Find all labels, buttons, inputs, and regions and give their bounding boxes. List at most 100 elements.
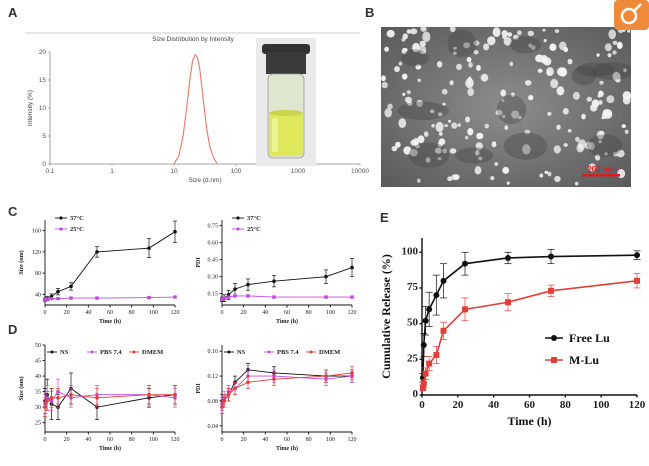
panel-paneldl-x-tick-label: 20: [64, 437, 70, 443]
tem-particle: [476, 64, 481, 71]
panel-panelcr-point: [272, 295, 276, 299]
tem-particle: [447, 176, 453, 182]
tem-dark-region: [397, 101, 449, 121]
panel-panele-x-tick-label: 20: [452, 399, 464, 411]
tem-particle: [577, 139, 587, 150]
panel-letter-c: C: [8, 204, 18, 219]
panel-a-x-label: Size (d.nm): [188, 177, 221, 184]
scale-bar-label: 200 nm: [587, 165, 615, 174]
panel-panelcr-x-tick-label: 80: [306, 310, 312, 316]
panel-a-x-tick-label: 10: [170, 168, 178, 175]
tem-particle: [475, 150, 480, 156]
tem-particle: [553, 145, 561, 154]
tem-particle: [494, 162, 499, 166]
tem-particle: [418, 45, 427, 55]
panel-panele-point: [505, 254, 511, 261]
panel-panelcl-point: [56, 289, 60, 294]
tem-particle: [436, 61, 443, 68]
panel-panelcr-legend-label: 37°C: [247, 215, 261, 222]
panel-panele-point: [634, 252, 640, 259]
panel-panelcl-point: [147, 246, 151, 250]
tem-particle: [412, 42, 420, 53]
panel-panelcr-y-tick-label: 0.60: [208, 241, 219, 247]
panel-panele-point: [548, 287, 554, 294]
tem-particle: [595, 154, 601, 161]
panel-panelcr-x-label: Time (h): [276, 318, 298, 325]
panel-panelcr-legend-label: 25°C: [247, 226, 261, 233]
panel-panele-x-tick-label: 120: [629, 399, 646, 411]
panel-panelcr-x-tick-label: 0: [221, 310, 224, 316]
tem-particle: [598, 100, 603, 105]
panel-paneldl-y-tick-label: 30: [35, 405, 41, 411]
tem-particle: [406, 29, 411, 34]
tem-particle: [624, 129, 629, 134]
panel-panelcr-x-tick-label: 20: [241, 310, 247, 316]
panel-panele-point: [420, 380, 427, 387]
panel-panele-y-tick-label: 100: [402, 245, 419, 257]
tem-particle: [444, 124, 448, 128]
tem-particle: [449, 80, 454, 86]
tem-particle: [608, 29, 616, 40]
tem-particle: [406, 90, 411, 95]
tem-particle: [612, 40, 618, 46]
tem-particle: [480, 73, 489, 82]
panel-panele-legend-label: M-Lu: [569, 353, 599, 367]
tem-particle: [604, 43, 612, 52]
panel-panelcl-x-label: Time (h): [99, 318, 121, 325]
panel-a-y-tick-label: 15: [39, 77, 47, 84]
panel-panelcr-y-tick-label: 0.75: [208, 224, 219, 230]
tem-particle: [509, 61, 514, 67]
tem-particle: [586, 96, 592, 102]
tem-particle: [490, 176, 495, 181]
tem-particle: [402, 73, 408, 80]
tem-dark-region: [587, 134, 623, 157]
panel-d-pdi-plot: 0 20 40 60 80 100 120 0.04 0.08 0.12 0.16 Time (h) P…: [196, 345, 357, 452]
panel-paneldl-point: [69, 392, 73, 397]
tem-particle: [487, 36, 496, 46]
tem-particle: [463, 42, 470, 49]
panel-paneldl-x-tick-label: 120: [171, 437, 180, 443]
panel-panelcr-x-tick-label: 40: [262, 310, 268, 316]
tem-particle: [398, 118, 407, 128]
panel-panele-point: [420, 342, 427, 349]
panel-panelcr-y-tick-label: 0.30: [208, 275, 219, 281]
tem-particle: [465, 135, 469, 140]
panel-paneldr-x-tick-label: 100: [326, 437, 335, 443]
tem-particle: [567, 58, 573, 65]
panel-panele-x-tick-label: 0: [419, 399, 425, 411]
panel-a-y-tick-label: 0: [42, 161, 46, 168]
panel-panelcl-x-tick-label: 60: [107, 310, 113, 316]
tem-particle: [409, 28, 418, 35]
panel-panelcl-point: [69, 296, 73, 300]
tem-particle: [581, 113, 586, 120]
panel-paneldr-x-tick-label: 40: [262, 437, 268, 443]
tem-particle: [429, 109, 435, 114]
panel-panelcr-point: [350, 295, 354, 299]
tem-dark-region: [503, 132, 548, 160]
panel-panelcl-point: [45, 297, 49, 301]
panel-panelcl-point: [147, 295, 151, 300]
panel-panele-x-tick-label: 80: [560, 399, 572, 411]
panel-letter-a: A: [8, 5, 18, 20]
panel-paneldr-legend-marker: [227, 350, 231, 354]
panel-panelcl-y-tick-label: 80: [35, 271, 41, 277]
tem-particle: [585, 141, 592, 150]
tem-particle: [384, 108, 393, 118]
panel-paneldl-x-label: Time (h): [99, 445, 121, 452]
tem-particle: [457, 123, 461, 127]
lens-icon[interactable]: [614, 0, 649, 30]
tem-particle: [449, 148, 457, 154]
tem-particle: [563, 143, 568, 147]
panel-panelcr-point: [226, 295, 231, 299]
tem-dark-region: [408, 142, 450, 168]
tem-particle: [539, 173, 544, 178]
tem-particle: [381, 81, 388, 89]
panel-panelcl-x-tick-label: 100: [149, 310, 158, 316]
panel-a-x-tick-label: 1: [110, 168, 114, 175]
tem-particle: [616, 149, 625, 158]
panel-paneldr-x-tick-label: 60: [284, 437, 290, 443]
tem-particle: [567, 129, 572, 133]
panel-panele-x-label: Time (h): [507, 414, 551, 428]
panel-panele-point: [426, 306, 433, 313]
tem-particle: [556, 124, 561, 130]
